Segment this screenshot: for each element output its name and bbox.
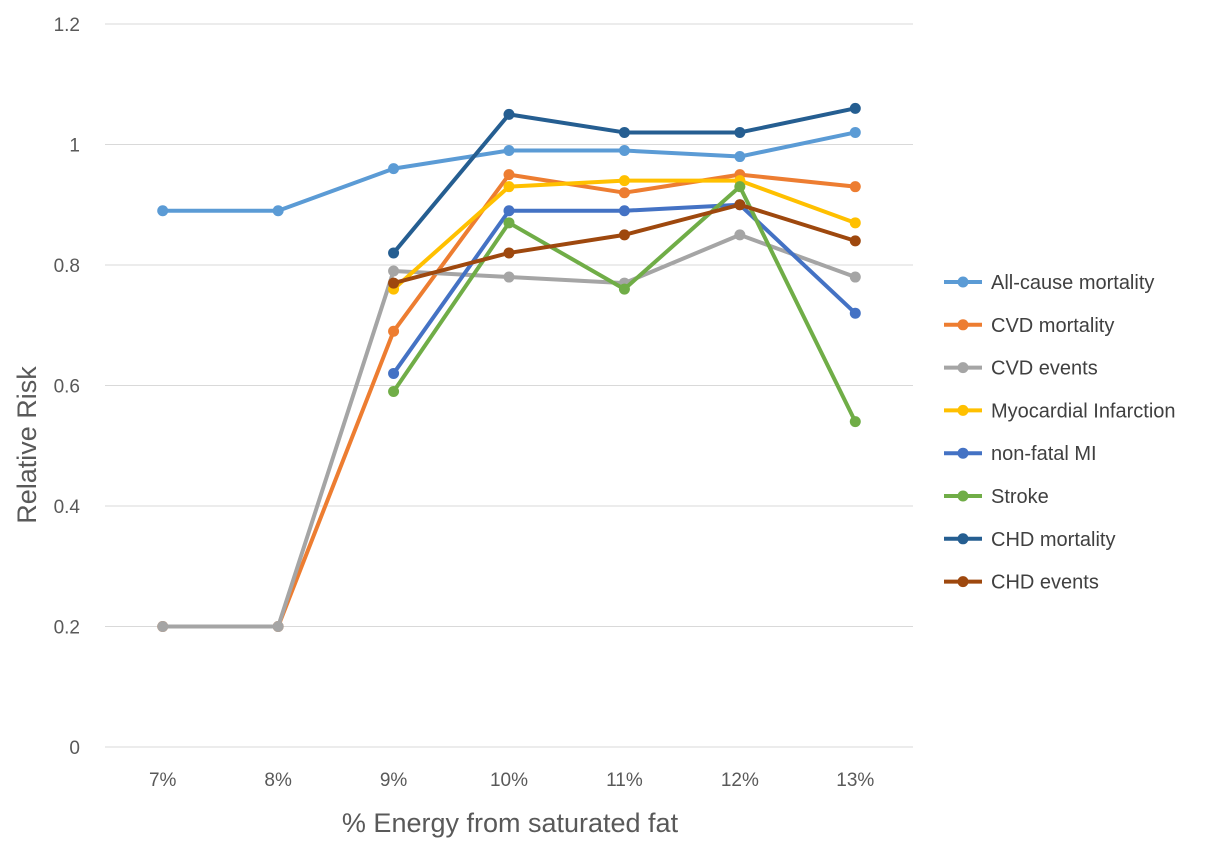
y-tick-label: 0.4 [54,497,81,518]
data-point [849,217,861,229]
data-point [388,386,400,398]
x-axis-title: % Energy from saturated fat [342,808,679,838]
data-point [734,199,746,211]
legend-label: non-fatal MI [991,443,1097,465]
data-point [503,271,515,283]
data-point [734,126,746,138]
data-point [388,277,400,289]
legend-label: Myocardial Infarction [991,400,1176,422]
x-tick-label: 12% [721,770,759,791]
data-point [388,247,400,259]
legend-item: CVD mortality [944,315,1114,337]
legend-item: CVD events [944,358,1098,380]
data-point [503,169,515,181]
legend-swatch-marker [957,362,969,374]
series-7 [388,199,861,289]
legend: All-cause mortality CVD mortality CVD even… [944,272,1176,594]
legend-label: CHD mortality [991,529,1115,551]
y-tick-label: 1.2 [54,15,80,36]
y-tick-label: 1 [69,136,80,157]
legend-item: CHD events [944,572,1099,594]
data-point [388,163,400,175]
data-point [849,271,861,283]
data-point [618,205,630,217]
x-tick-label: 11% [606,770,643,791]
data-point [734,151,746,163]
legend-item: non-fatal MI [944,443,1097,465]
legend-label: Stroke [991,486,1049,508]
data-point [734,181,746,193]
legend-swatch-marker [957,447,969,459]
series-line [391,184,858,424]
data-point [503,217,515,229]
y-axis-ticks: 0 0.2 0.4 0.6 0.8 1 1.2 [54,15,81,759]
legend-label: CVD events [991,358,1098,380]
y-tick-label: 0.8 [54,256,80,277]
data-point [618,229,630,241]
legend-item: All-cause mortality [944,272,1154,294]
data-point [849,235,861,247]
data-point [618,126,630,138]
data-point [618,187,630,199]
legend-swatch-marker [957,404,969,416]
y-tick-label: 0 [69,738,80,759]
data-point [503,108,515,120]
series-5 [388,181,861,428]
data-point [503,145,515,157]
data-point [849,102,861,114]
data-point [272,621,284,632]
y-tick-label: 0.6 [54,377,80,398]
series-line [160,172,858,629]
series-line [160,232,858,629]
data-point [388,325,400,337]
series-0 [157,126,861,217]
data-point [734,229,746,241]
data-point [849,181,861,193]
data-point [849,307,861,319]
x-tick-label: 8% [264,770,292,791]
legend-swatch-marker [957,319,969,331]
legend-swatch-marker [957,576,969,588]
legend-label: All-cause mortality [991,272,1154,294]
legend-swatch-marker [957,276,969,288]
data-point [157,621,169,632]
legend-item: CHD mortality [944,529,1115,551]
data-point [618,283,630,295]
data-point [388,367,400,379]
legend-item: Myocardial Infarction [944,400,1176,422]
series-layer [157,102,861,632]
x-tick-label: 13% [836,770,874,791]
legend-item: Stroke [944,486,1049,508]
legend-label: CHD events [991,572,1099,594]
x-tick-label: 7% [149,770,177,791]
x-tick-label: 10% [490,770,528,791]
gridlines [105,23,913,748]
data-point [503,247,515,259]
y-tick-label: 0.2 [54,618,80,639]
x-tick-label: 9% [380,770,408,791]
legend-swatch-marker [957,533,969,545]
data-point [157,205,169,217]
data-point [272,205,284,217]
series-line [391,202,858,286]
data-point [503,181,515,193]
legend-label: CVD mortality [991,315,1114,337]
data-point [849,416,861,428]
data-point [503,205,515,217]
series-2 [157,229,861,632]
x-axis-ticks: 7% 8% 9% 10% 11% 12% 13% [149,770,874,791]
y-axis-title: Relative Risk [12,366,42,524]
data-point [388,265,400,277]
series-6 [388,102,861,259]
data-point [618,145,630,157]
data-point [849,126,861,138]
legend-swatch-marker [957,490,969,502]
data-point [618,175,630,187]
